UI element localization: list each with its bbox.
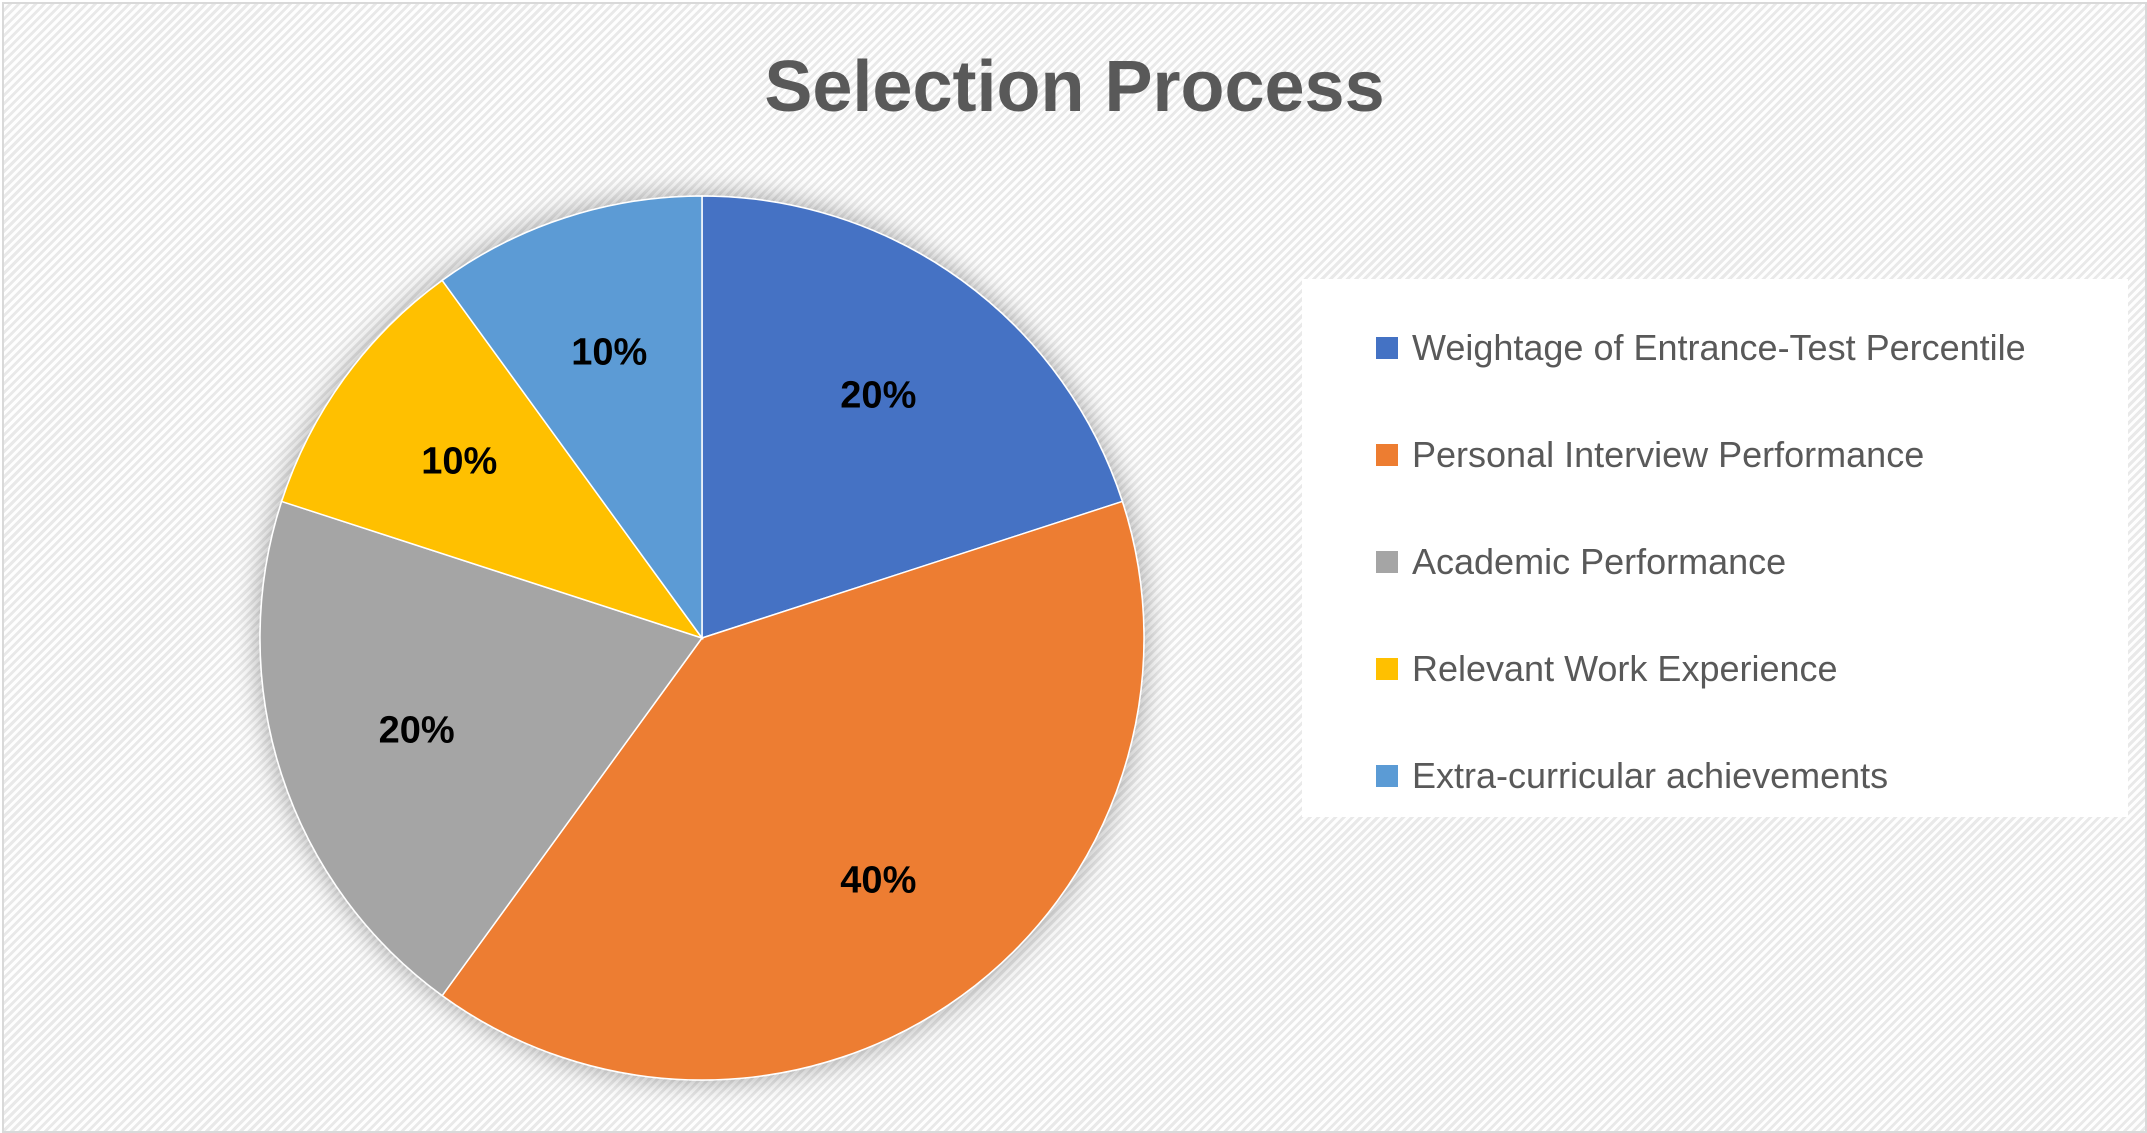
legend-swatch-4 (1376, 765, 1398, 787)
legend-swatch-0 (1376, 337, 1398, 359)
pie-data-label-4: 10% (571, 332, 647, 374)
legend-label-3: Relevant Work Experience (1412, 648, 1838, 689)
legend-swatch-2 (1376, 551, 1398, 573)
pie-data-label-0: 20% (840, 374, 916, 416)
pie-slice-1 (441, 500, 1145, 1081)
legend-item-0: Weightage of Entrance-Test Percentile (1376, 317, 2128, 379)
legend-swatch-3 (1376, 658, 1398, 680)
legend-label-1: Personal Interview Performance (1412, 434, 1925, 475)
legend-item-3: Relevant Work Experience (1376, 638, 2128, 700)
legend-label-2: Academic Performance (1412, 541, 1787, 582)
pie-data-label-1: 40% (840, 860, 916, 902)
legend-label-0: Weightage of Entrance-Test Percentile (1412, 327, 2026, 368)
legend-item-2: Academic Performance (1376, 531, 2128, 593)
legend-label-4: Extra-curricular achievements (1412, 755, 1889, 796)
pie-data-label-2: 20% (379, 710, 455, 752)
legend-swatch-1 (1376, 444, 1398, 466)
legend-item-1: Personal Interview Performance (1376, 424, 2128, 486)
pie-slice-4 (441, 195, 703, 641)
pie-slice-3 (280, 279, 704, 640)
pie-data-label-3: 10% (421, 441, 497, 483)
pie-slice-2 (259, 500, 704, 997)
chart-title: Selection Process (764, 47, 1385, 127)
legend-item-4: Extra-curricular achievements (1376, 745, 2128, 807)
pie-slice-0 (701, 195, 1124, 640)
legend: Weightage of Entrance-Test Percentile Per… (1302, 279, 2128, 817)
pie-chart: 20% 40% 20% 10% 10% (259, 195, 1145, 1081)
